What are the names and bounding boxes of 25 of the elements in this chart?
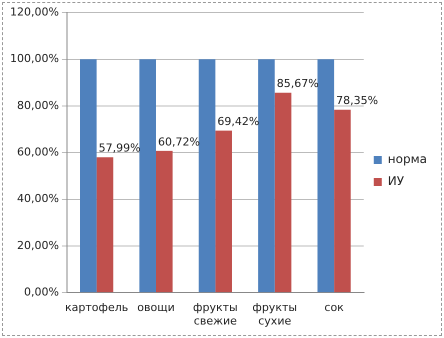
x-tick-label: картофель xyxy=(65,301,128,314)
y-tick-label: 60,00% xyxy=(16,145,59,158)
data-label: 78,35% xyxy=(336,94,378,108)
bar xyxy=(156,150,173,292)
bar xyxy=(215,130,232,292)
x-tick-label: фрукты сухие xyxy=(252,301,298,328)
bar xyxy=(258,59,275,292)
legend-label: норма xyxy=(388,152,428,166)
legend-label: ИУ xyxy=(388,174,405,188)
bar xyxy=(274,92,292,292)
y-tick-label: 20,00% xyxy=(16,238,59,252)
x-tick-label: фрукты свежие xyxy=(193,301,238,328)
bar xyxy=(139,59,156,292)
x-tick-label: сок xyxy=(324,301,344,314)
x-tick-label: овощи xyxy=(137,301,175,314)
y-tick-label: 40,00% xyxy=(16,192,59,206)
y-tick-label: 100,00% xyxy=(10,52,59,66)
y-tick-label: 80,00% xyxy=(16,98,59,112)
bar xyxy=(198,59,216,292)
bar xyxy=(96,157,114,292)
y-tick-label: 0,00% xyxy=(24,285,59,298)
bar xyxy=(80,59,97,292)
bar xyxy=(317,59,334,292)
y-tick-label: 120,00% xyxy=(10,5,59,18)
bar xyxy=(334,110,351,292)
